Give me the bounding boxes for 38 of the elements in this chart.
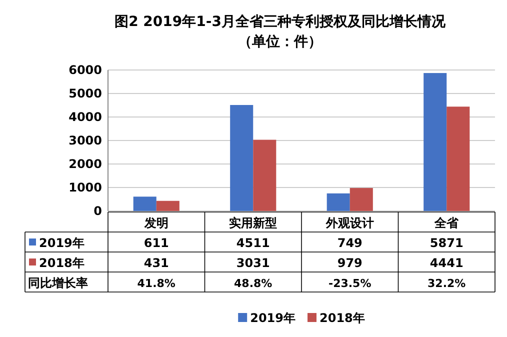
chart-title: 图2 2019年1-3月全省三种专利授权及同比增长情况 [114, 13, 446, 30]
text: 同比增长率 [28, 276, 88, 290]
legend-label: 2018年 [39, 256, 84, 270]
data-label: 431 [144, 256, 169, 270]
bar [446, 106, 470, 211]
bar [326, 193, 350, 211]
x-tick-label: 全省 [434, 216, 460, 230]
data-label: 979 [337, 256, 362, 270]
text: -23.5% [328, 277, 372, 290]
data-label: 4511 [236, 236, 270, 250]
y-tick-label: 4000 [68, 110, 102, 124]
chart-subtitle: （单位：件） [238, 34, 322, 50]
legend-label: 2019年 [39, 236, 84, 250]
data-label: 3031 [236, 256, 270, 270]
bar [133, 196, 156, 211]
bar [230, 104, 254, 211]
x-tick-label: 发明 [143, 216, 168, 230]
x-tick-label: 实用新型 [229, 216, 278, 230]
bar [350, 188, 373, 211]
x-tick-label: 外观设计 [324, 216, 374, 230]
text: 2019年 [250, 311, 296, 325]
data-label: 4441 [430, 256, 464, 270]
data-label: 749 [337, 236, 362, 250]
y-tick-label: 5000 [68, 86, 102, 100]
text: 32.2% [428, 277, 466, 290]
data-label: 611 [144, 236, 169, 250]
y-tick-label: 3000 [68, 133, 102, 148]
bar [156, 200, 180, 211]
y-tick-label: 2000 [68, 156, 102, 171]
data-label: 5871 [430, 236, 464, 250]
bar [253, 140, 276, 211]
bar [424, 73, 447, 211]
text: 41.8% [137, 277, 176, 290]
text: 2018年 [320, 311, 365, 325]
text: 48.8% [234, 277, 272, 290]
y-tick-label: 6000 [68, 62, 102, 77]
y-tick-label: 1000 [68, 180, 102, 194]
y-tick-label: 0 [94, 204, 102, 218]
